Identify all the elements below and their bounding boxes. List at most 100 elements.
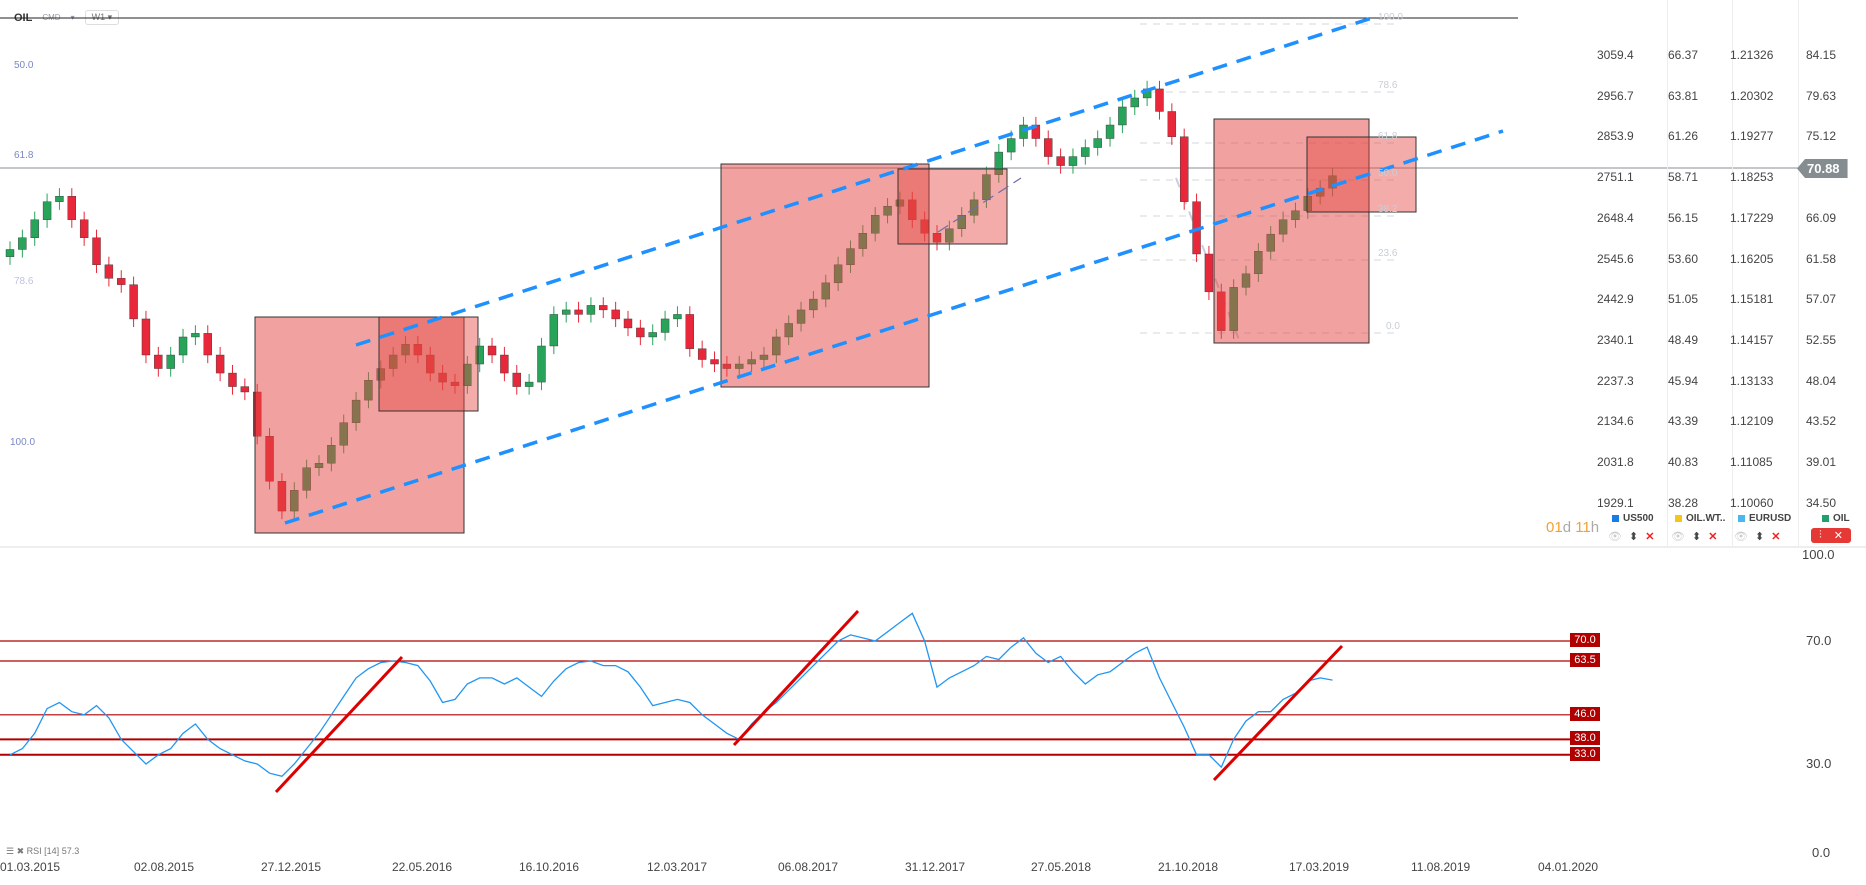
legend-item[interactable]: EURUSD <box>1738 513 1791 524</box>
price-axis-label: 1.21326 <box>1730 48 1774 62</box>
rsi-axis-label: 30.0 <box>1806 756 1832 771</box>
price-axis-label: 51.05 <box>1668 292 1699 307</box>
channel-lower-line[interactable] <box>284 129 1504 525</box>
close-icon[interactable]: ✕ <box>1833 530 1843 542</box>
price-axis-label: 1.11085 <box>1730 455 1773 469</box>
candle <box>42 201 52 220</box>
reorder-icon[interactable]: ⬍ <box>1691 531 1702 543</box>
rsi-trend-line[interactable] <box>1212 644 1344 782</box>
candle <box>1093 138 1102 148</box>
date-label: 27.05.2018 <box>1031 860 1092 874</box>
zones[interactable] <box>254 118 1417 534</box>
reorder-icon[interactable]: ⬍ <box>1628 531 1639 543</box>
date-label: 11.08.2019 <box>1411 860 1471 874</box>
candle <box>1056 156 1065 166</box>
candle <box>1204 253 1214 293</box>
price-axis-label: 1.17229 <box>1730 210 1774 225</box>
legend-label: OIL <box>1833 513 1850 524</box>
candle <box>673 314 682 320</box>
rsi-level-tag: 33.0 <box>1570 746 1600 761</box>
rsi-level-tag: 70.0 <box>1570 633 1600 647</box>
close-icon[interactable]: ✕ <box>1645 531 1655 543</box>
candle <box>1130 97 1139 108</box>
candle <box>599 305 608 311</box>
zone-box[interactable] <box>720 163 930 388</box>
candle <box>487 345 497 356</box>
close-icon[interactable]: ✖ <box>16 846 25 856</box>
price-axis-label: 61.26 <box>1668 129 1699 144</box>
reorder-icon[interactable]: ⬍ <box>1754 531 1765 543</box>
candle <box>574 309 583 315</box>
rsi-trend-line[interactable] <box>732 609 860 747</box>
price-axis-label: 1.20302 <box>1730 88 1774 103</box>
rsi-axis-label: 100.0 <box>1802 547 1835 562</box>
close-icon[interactable]: ✕ <box>1771 531 1781 543</box>
candle <box>660 318 670 333</box>
panel-icon[interactable]: ☰ <box>6 846 15 856</box>
price-axis-label: 56.15 <box>1668 210 1699 225</box>
price-axis-label: 39.01 <box>1806 455 1837 469</box>
price-axis-label: 2956.7 <box>1597 88 1634 103</box>
legend-controls: 👁 ⬍ ✕ <box>1671 530 1717 543</box>
rsi-level-tag: 63.5 <box>1570 652 1600 667</box>
fib-level-label: 38.2 <box>1378 204 1398 215</box>
legend-controls-active: ⫶ ✕ <box>1811 528 1851 543</box>
rsi-axis-label: 70.0 <box>1806 633 1832 648</box>
price-axis-label: 2648.4 <box>1597 210 1634 225</box>
color-swatch <box>1675 515 1682 522</box>
rsi-levels[interactable] <box>0 640 1570 756</box>
date-label: 16.10.2016 <box>519 860 580 874</box>
legend-item[interactable]: US500 <box>1612 513 1654 524</box>
date-label: 06.08.2017 <box>778 860 839 874</box>
date-label: 02.08.2015 <box>134 860 195 874</box>
legend-label: OIL.WT.. <box>1686 513 1726 524</box>
price-axis-label: 84.15 <box>1806 48 1837 62</box>
fib-level-label: 100.0 <box>1378 12 1404 23</box>
candle <box>475 345 484 365</box>
candle <box>1105 124 1115 139</box>
candle <box>30 219 39 238</box>
zone-box[interactable] <box>378 316 479 412</box>
rsi-label: RSI [14] <box>26 846 60 856</box>
rsi-trend-line[interactable] <box>274 655 404 794</box>
zone-box[interactable] <box>1213 118 1370 344</box>
candle <box>623 318 633 329</box>
candle <box>945 228 954 243</box>
candle <box>969 199 979 216</box>
candle <box>104 264 114 279</box>
zone-box[interactable] <box>254 316 465 534</box>
inner-trend-line[interactable] <box>937 177 1022 233</box>
candle <box>648 332 657 338</box>
legend-controls: 👁 ⬍ ✕ <box>1608 530 1654 543</box>
price-axis-label: 2031.8 <box>1597 455 1634 469</box>
eye-icon[interactable]: 👁 <box>1671 531 1685 543</box>
candle <box>129 284 138 320</box>
price-axis-label: 34.50 <box>1806 495 1837 510</box>
candle <box>957 215 966 229</box>
eye-icon[interactable]: 👁 <box>1608 531 1622 543</box>
axis-separator <box>1732 0 1733 547</box>
rsi-level-tag: 38.0 <box>1570 731 1600 746</box>
zone-box[interactable] <box>1306 136 1417 213</box>
candle <box>512 372 521 387</box>
legend-item[interactable]: OIL.WT.. <box>1675 513 1725 524</box>
candle <box>710 359 719 365</box>
price-axis-label: 2545.6 <box>1597 251 1634 266</box>
level-label: 50.0 <box>14 60 34 71</box>
candle <box>5 249 15 257</box>
fib-level-label: 0.0 <box>1386 321 1400 332</box>
candle <box>697 348 707 360</box>
channel-upper-line[interactable] <box>355 16 1373 347</box>
zone-box[interactable] <box>897 168 1008 245</box>
price-axis-label: 1.12109 <box>1730 414 1774 429</box>
level-label: 78.6 <box>14 276 34 287</box>
close-icon[interactable]: ✕ <box>1708 531 1718 543</box>
candlestick-icon[interactable]: ⫶ <box>1819 529 1822 541</box>
date-label: 27.12.2015 <box>261 860 322 874</box>
legend-controls: 👁 ⬍ ✕ <box>1734 530 1780 543</box>
candles <box>5 80 1337 520</box>
eye-icon[interactable]: 👁 <box>1734 531 1748 543</box>
candle <box>1081 147 1090 157</box>
legend-item[interactable]: OIL <box>1822 513 1850 524</box>
